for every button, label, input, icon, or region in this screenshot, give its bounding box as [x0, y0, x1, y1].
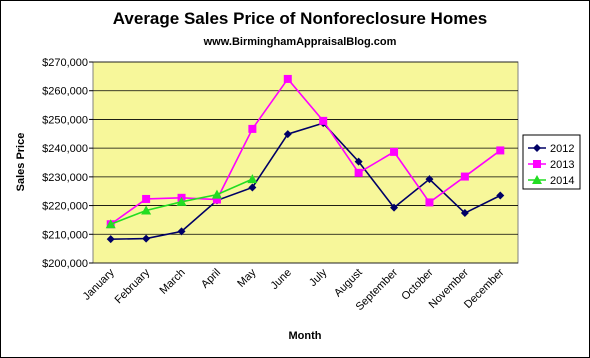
marker [142, 194, 151, 203]
marker [283, 130, 292, 139]
legend-label: 2014 [550, 175, 574, 187]
marker [248, 124, 257, 133]
marker [390, 203, 399, 212]
marker [176, 196, 187, 206]
y-tick-label: $270,000 [42, 57, 88, 69]
y-tick-label: $260,000 [42, 86, 88, 98]
marker [105, 219, 116, 229]
marker [247, 174, 258, 184]
marker [142, 234, 151, 243]
chart-title: Average Sales Price of Nonforeclosure Ho… [113, 9, 487, 28]
marker [533, 144, 541, 152]
chart-subtitle: www.BirminghamAppraisalBlog.com [203, 36, 397, 48]
marker [177, 227, 186, 236]
y-axis-label: Sales Price [15, 133, 27, 192]
y-tick-label: $200,000 [42, 258, 88, 270]
y-tick-label: $220,000 [42, 201, 88, 213]
series-line [110, 122, 501, 240]
legend-label: 2013 [550, 159, 574, 171]
y-tick-label: $230,000 [42, 172, 88, 184]
y-tick-label: $240,000 [42, 143, 88, 155]
marker [141, 205, 152, 215]
marker [248, 183, 257, 192]
marker [390, 147, 399, 156]
x-axis-label: Month [289, 330, 322, 342]
y-tick-label: $250,000 [42, 114, 88, 126]
marker [425, 175, 434, 184]
marker [496, 146, 505, 155]
marker [460, 209, 469, 218]
marker [354, 168, 363, 177]
legend-label: 2012 [550, 143, 574, 155]
marker [460, 172, 469, 181]
marker [106, 235, 115, 244]
marker [319, 116, 328, 125]
plot-area [92, 61, 519, 264]
marker [425, 198, 434, 207]
marker [283, 74, 292, 83]
marker [211, 189, 222, 199]
marker [533, 160, 541, 168]
marker [212, 195, 221, 204]
marker [496, 191, 505, 200]
marker [354, 157, 363, 166]
y-tick-label: $210,000 [42, 229, 88, 241]
series-line [110, 77, 501, 225]
marker [532, 175, 542, 184]
